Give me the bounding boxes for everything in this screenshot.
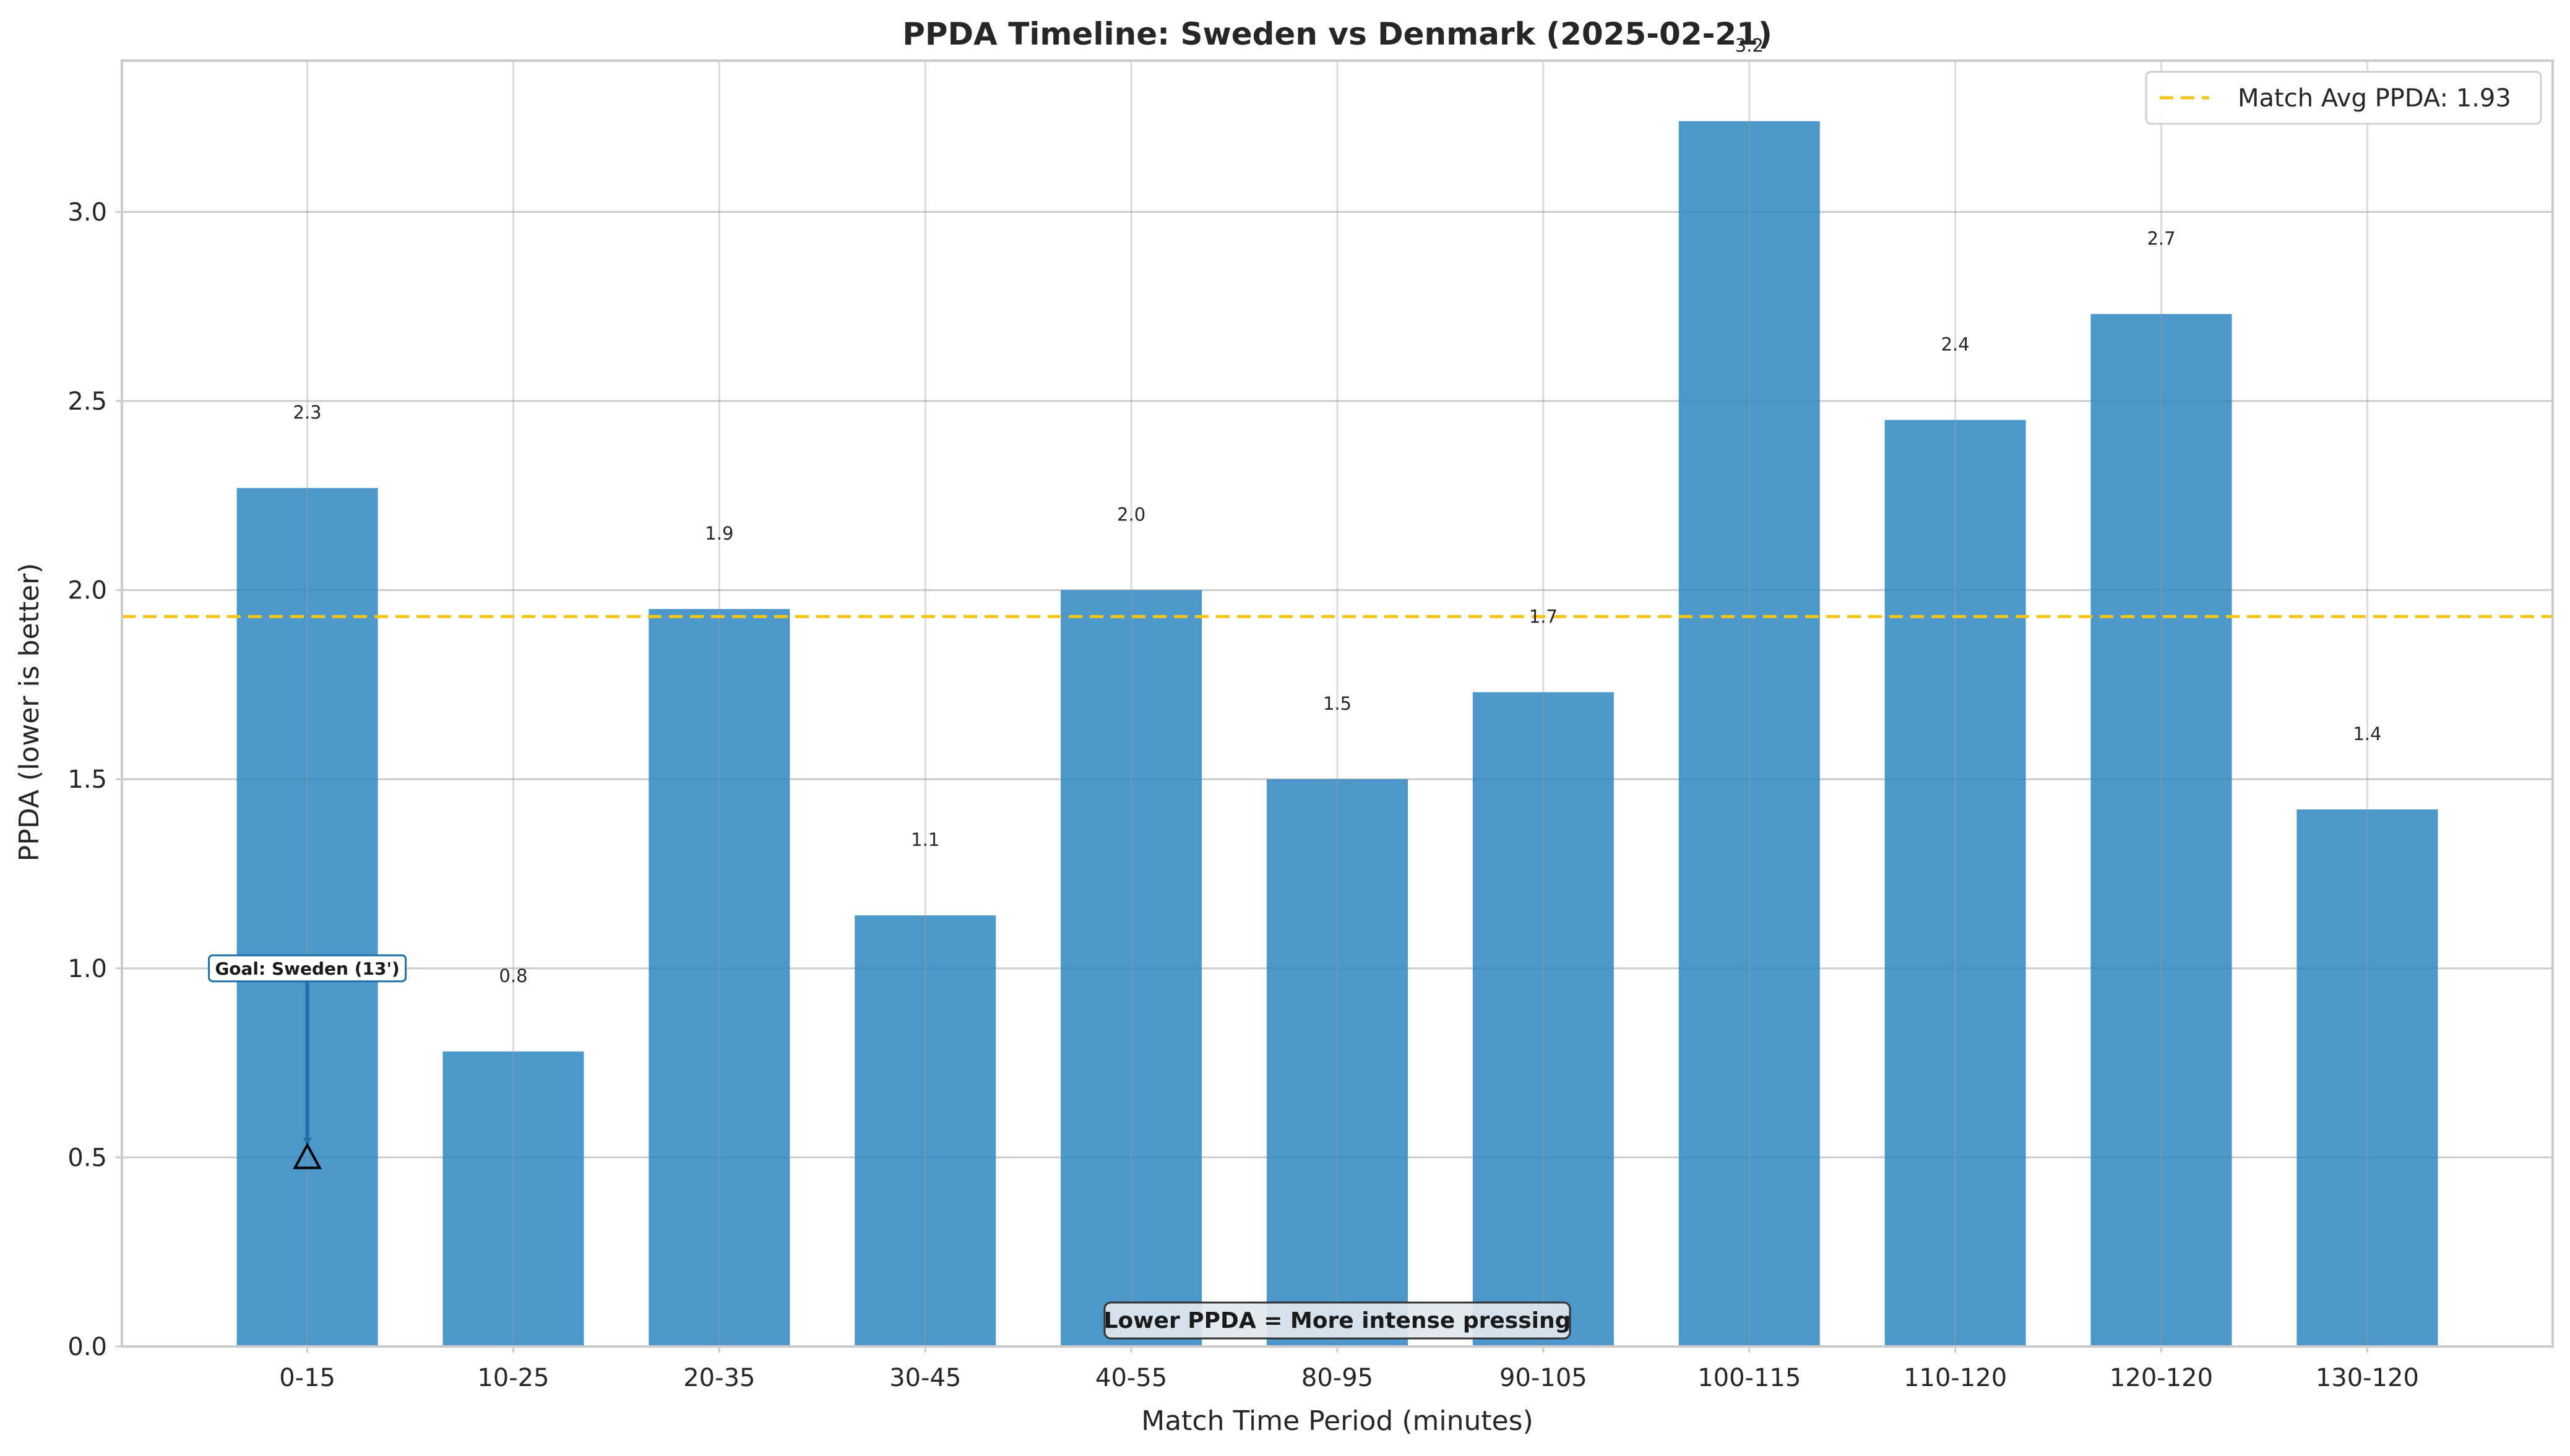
- x-tick-label: 40-55: [1095, 1364, 1167, 1392]
- x-tick-label: 10-25: [477, 1364, 549, 1392]
- bar-30-45: [855, 915, 996, 1346]
- x-tick-label: 110-120: [1904, 1364, 2007, 1392]
- legend: Match Avg PPDA: 1.93: [2145, 71, 2542, 125]
- value-label: 0.8: [499, 965, 527, 986]
- bar-0-15: [236, 488, 378, 1346]
- value-label: 2.4: [1941, 334, 1970, 355]
- goal-annotation-label: Goal: Sweden (13'): [215, 958, 400, 979]
- x-tick-label: 20-35: [683, 1364, 755, 1392]
- goal-annotation-layer: Goal: Sweden (13'): [208, 954, 407, 1170]
- value-labels: 2.3 0.8 1.9 1.1 2.0 1.5 1.7 3.2 2.4 2.7 1.4: [293, 35, 2382, 986]
- bar-10-25: [442, 1051, 584, 1346]
- chart-title: PPDA Timeline: Sweden vs Denmark (2025-0…: [902, 16, 1772, 52]
- value-label: 3.2: [1735, 35, 1764, 56]
- bar-20-35: [649, 609, 790, 1347]
- y-tick-label: 1.5: [67, 765, 107, 794]
- pressing-note: Lower PPDA = More intense pressing: [1103, 1301, 1571, 1340]
- x-axis-ticks: 0-15 10-25 20-35 30-45 40-55 80-95 90-105 100-1…: [279, 1346, 2419, 1392]
- y-tick-label: 0.0: [67, 1333, 107, 1361]
- y-tick-label: 0.5: [67, 1144, 107, 1172]
- y-tick-label: 3.0: [67, 198, 107, 226]
- value-label: 1.9: [705, 523, 733, 544]
- goal-marker-triangle-icon: [293, 1142, 322, 1170]
- legend-box: [2145, 71, 2542, 125]
- x-tick-label: 0-15: [279, 1364, 335, 1392]
- annotation-arrow-head: [303, 1137, 312, 1147]
- y-axis-label: PPDA (lower is better): [14, 563, 45, 862]
- note-box: [1103, 1301, 1571, 1340]
- bar-120-120: [2090, 314, 2232, 1346]
- y-tick-label: 2.0: [67, 577, 107, 605]
- x-tick-label: 80-95: [1301, 1364, 1373, 1392]
- value-label: 1.4: [2353, 723, 2381, 744]
- bar-110-120: [1884, 420, 2026, 1346]
- bar-40-55: [1061, 590, 1202, 1347]
- value-label: 2.3: [293, 402, 322, 423]
- y-axis-ticks: 0.0 0.5 1.0 1.5 2.0 2.5 3.0: [67, 198, 122, 1361]
- bar-80-95: [1266, 779, 1408, 1346]
- x-tick-label: 100-115: [1697, 1364, 1801, 1392]
- value-label: 2.7: [2147, 228, 2175, 249]
- y-tick-label: 2.5: [67, 387, 107, 416]
- bars: [236, 121, 2438, 1347]
- x-axis-label: Match Time Period (minutes): [1141, 1405, 1533, 1437]
- x-tick-label: 30-45: [889, 1364, 961, 1392]
- value-label: 1.5: [1323, 693, 1352, 714]
- bar-100-115: [1678, 121, 1820, 1347]
- note-text: Lower PPDA = More intense pressing: [1104, 1308, 1571, 1333]
- x-tick-label: 120-120: [2110, 1364, 2213, 1392]
- annotation-box: [208, 954, 407, 983]
- value-label: 2.0: [1117, 504, 1145, 525]
- x-tick-label: 90-105: [1499, 1364, 1587, 1392]
- x-tick-label: 130-120: [2316, 1364, 2419, 1392]
- bar-130-120: [2296, 809, 2438, 1346]
- value-label: 1.1: [911, 829, 939, 850]
- y-tick-label: 1.0: [67, 955, 107, 983]
- bar-90-105: [1472, 692, 1614, 1346]
- value-label: 1.7: [1529, 606, 1558, 627]
- legend-label: Match Avg PPDA: 1.93: [2238, 84, 2511, 113]
